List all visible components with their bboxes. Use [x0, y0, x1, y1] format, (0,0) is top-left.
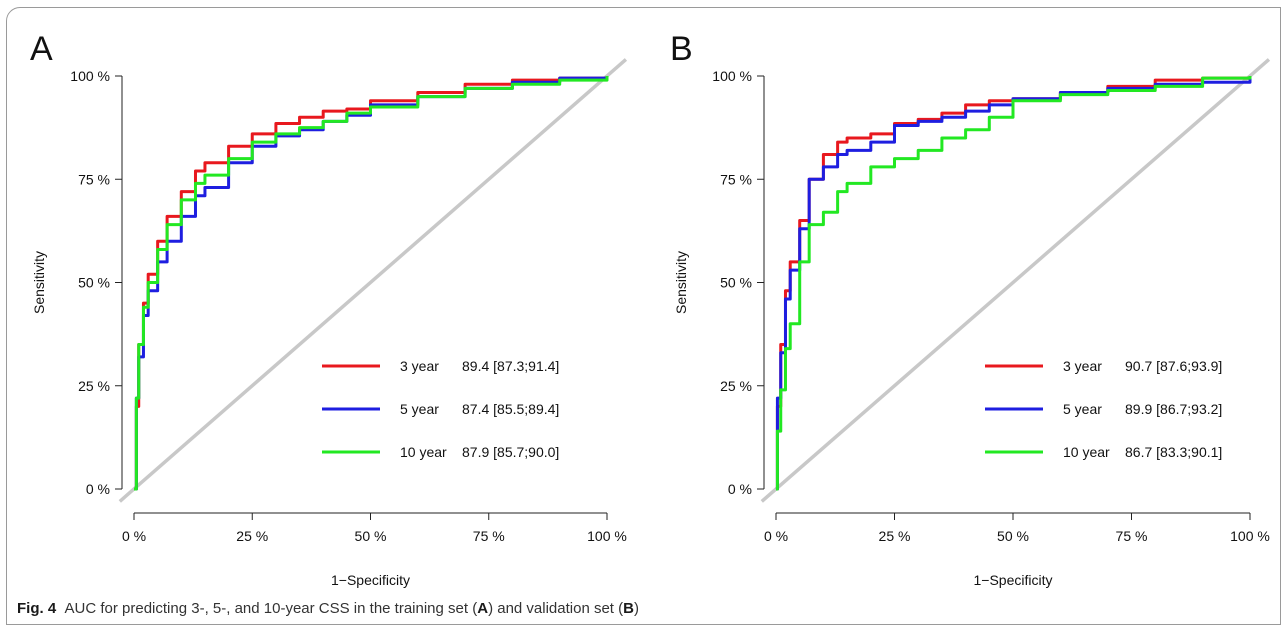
roc-curve-10-year — [775, 76, 1252, 491]
x-tick-label: 75 % — [473, 528, 505, 544]
x-tick-label: 0 % — [122, 528, 146, 544]
y-tick-label: 25 % — [78, 378, 110, 394]
legend-series-name: 5 year — [1063, 401, 1102, 417]
diagonal-reference-line — [118, 58, 628, 503]
y-tick-label: 0 % — [86, 481, 110, 497]
x-tick-label: 25 % — [879, 528, 911, 544]
y-tick-label: 25 % — [720, 378, 752, 394]
x-tick-label: 50 % — [355, 528, 387, 544]
x-tick-label: 25 % — [236, 528, 268, 544]
x-axis-label: 1−Specificity — [974, 572, 1053, 588]
chart-panel-a: A 0 % 25 % 50 % 75 % 100 % 0 % 25 % 50 % 75 % 100 … — [30, 30, 628, 588]
x-tick-label: 0 % — [764, 528, 788, 544]
y-tick-label: 75 % — [78, 171, 110, 187]
legend-series-name: 3 year — [1063, 358, 1102, 374]
y-tick-label: 100 % — [70, 68, 110, 84]
figure-caption: Fig. 4 AUC for predicting 3-, 5-, and 10… — [17, 600, 639, 617]
y-tick-label: 50 % — [720, 275, 752, 291]
x-tick-label: 100 % — [1230, 528, 1270, 544]
y-tick-label: 75 % — [720, 171, 752, 187]
legend-auc-value: 89.4 [87.3;91.4] — [462, 358, 559, 374]
caption-ref-a: A — [477, 600, 489, 617]
y-tick-label: 0 % — [728, 481, 752, 497]
x-axis-label: 1−Specificity — [331, 572, 410, 588]
legend-series-name: 3 year — [400, 358, 439, 374]
caption-text-2: ) and validation set ( — [488, 600, 624, 617]
legend-auc-value: 89.9 [86.7;93.2] — [1125, 401, 1222, 417]
legend-auc-value: 87.4 [85.5;89.4] — [462, 401, 559, 417]
x-tick-label: 75 % — [1116, 528, 1148, 544]
roc-figure: A 0 % 25 % 50 % 75 % 100 % 0 % 25 % 50 % 75 % 100 … — [30, 30, 1271, 588]
y-axis-label: Sensitivity — [673, 251, 689, 314]
legend-series-name: 5 year — [400, 401, 439, 417]
figure-frame — [6, 7, 1281, 625]
legend-auc-value: 90.7 [87.6;93.9] — [1125, 358, 1222, 374]
y-tick-label: 100 % — [712, 68, 752, 84]
caption-text-3: ) — [633, 600, 639, 617]
x-tick-label: 100 % — [587, 528, 627, 544]
y-tick-label: 50 % — [78, 275, 110, 291]
panel-label: A — [30, 30, 53, 68]
legend-series-name: 10 year — [1063, 444, 1110, 460]
caption-text-1: AUC for predicting 3-, 5-, and 10-year C… — [64, 600, 478, 617]
chart-panel-b: B 0 % 25 % 50 % 75 % 100 % 0 % 25 % 50 % 75 % 100 … — [670, 30, 1271, 588]
legend-auc-value: 87.9 [85.7;90.0] — [462, 444, 559, 460]
legend-series-name: 10 year — [400, 444, 447, 460]
x-tick-label: 50 % — [997, 528, 1029, 544]
y-axis-label: Sensitivity — [31, 251, 47, 314]
diagonal-reference-line — [760, 58, 1271, 503]
caption-ref-b: B — [623, 600, 634, 617]
roc-curve-10-year — [134, 76, 609, 491]
legend-auc-value: 86.7 [83.3;90.1] — [1125, 444, 1222, 460]
caption-label: Fig. 4 — [17, 600, 57, 617]
panel-label: B — [670, 30, 693, 68]
